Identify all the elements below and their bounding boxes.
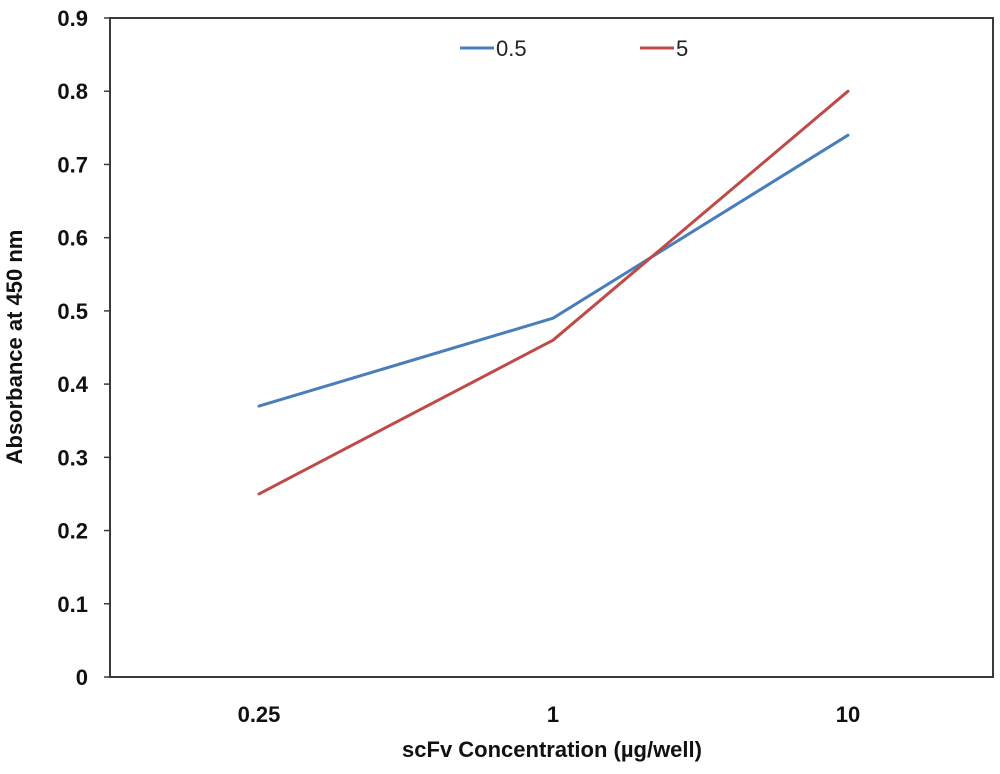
x-tick-label: 0.25 bbox=[238, 702, 281, 727]
x-tick-label: 1 bbox=[547, 702, 559, 727]
y-tick-label: 0.4 bbox=[57, 372, 88, 397]
series-line-2 bbox=[257, 89, 850, 496]
y-tick-label: 0.7 bbox=[57, 152, 88, 177]
y-tick-label: 0.8 bbox=[57, 79, 88, 104]
y-tick-label: 0.2 bbox=[57, 519, 88, 544]
x-axis: 0.25 1 10 bbox=[238, 702, 861, 727]
y-tick-label: 0.5 bbox=[57, 299, 88, 324]
y-tick-label: 0 bbox=[76, 665, 88, 690]
x-axis-title: scFv Concentration (µg/well) bbox=[402, 737, 702, 762]
x-tick-label: 10 bbox=[836, 702, 860, 727]
legend-label: 0.5 bbox=[496, 36, 527, 61]
y-tick-label: 0.9 bbox=[57, 6, 88, 31]
legend-label: 5 bbox=[676, 36, 688, 61]
series-lines bbox=[257, 89, 850, 496]
y-axis-title: Absorbance at 450 nm bbox=[2, 230, 27, 465]
plot-area bbox=[109, 17, 994, 678]
y-tick-label: 0.6 bbox=[57, 226, 88, 251]
series-line-1 bbox=[257, 133, 850, 408]
y-tick-label: 0.3 bbox=[57, 445, 88, 470]
legend: 0.5 5 bbox=[460, 36, 688, 61]
y-axis: 0 0.1 0.2 0.3 0.4 0.5 0.6 0.7 0.8 0.9 bbox=[57, 6, 110, 690]
y-tick-label: 0.1 bbox=[57, 592, 88, 617]
